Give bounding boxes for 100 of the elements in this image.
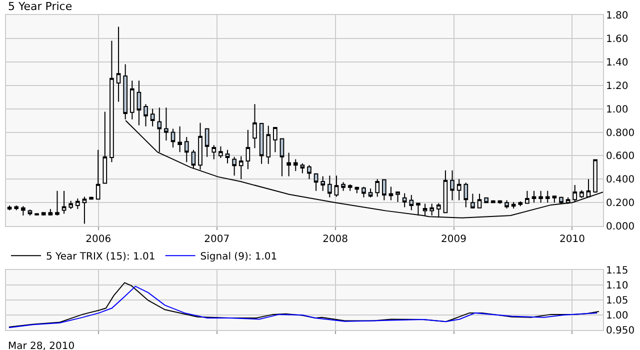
candlestick [21, 206, 26, 216]
candlestick [382, 179, 386, 201]
candlestick [341, 182, 346, 192]
candlestick [402, 192, 407, 208]
legend-label: 5 Year TRIX (15): 1.01 [46, 252, 156, 263]
x-tick-label: 2008 [322, 234, 348, 246]
candlestick [280, 138, 284, 177]
candlestick [552, 196, 557, 204]
candlestick [144, 104, 148, 127]
y-tick-label: 0.400 [606, 174, 635, 186]
y-tick-label: 0.200 [606, 198, 635, 210]
candlestick [130, 80, 134, 120]
candlestick [538, 190, 543, 204]
candlestick [450, 170, 454, 201]
candlestick [580, 190, 584, 198]
candlestick [225, 149, 230, 164]
candlestick [14, 205, 19, 211]
candlestick [191, 149, 196, 170]
y-tick-label: 0.950 [606, 326, 635, 336]
candlestick [68, 200, 74, 210]
x-tick-label: 2009 [441, 234, 466, 246]
candlestick [238, 156, 244, 180]
candlestick [218, 146, 223, 159]
candlestick [477, 193, 482, 208]
candlestick [75, 198, 80, 210]
y-tick-label: 1.40 [606, 57, 628, 68]
candlestick [354, 186, 360, 194]
candlestick [62, 190, 66, 214]
candlestick [55, 190, 60, 216]
y-tick-label: 1.15 [606, 266, 628, 277]
candlestick [422, 203, 428, 216]
text: Mar 28, 2010 [8, 341, 75, 350]
chart-title: 5 Year Price [8, 0, 72, 13]
candlestick [164, 107, 168, 141]
candlestick [470, 193, 475, 209]
candlestick [48, 208, 53, 216]
candlestick [96, 149, 100, 200]
candlestick [525, 190, 530, 204]
candlestick [314, 172, 318, 192]
candlestick [559, 196, 564, 204]
candlestick [593, 158, 598, 194]
candlestick [416, 202, 420, 216]
candlestick [110, 40, 114, 163]
candlestick [484, 197, 488, 204]
candlestick [246, 129, 250, 170]
candlestick [307, 164, 312, 180]
y-tick-label: 1.20 [606, 80, 628, 92]
candlestick [362, 186, 366, 198]
candlestick [518, 200, 523, 207]
candlestick [320, 176, 326, 192]
candlestick [300, 162, 305, 174]
candlestick [170, 128, 176, 148]
y-tick-label: 0.600 [606, 151, 635, 162]
candlestick [396, 190, 400, 203]
y-tick-label: 1.00 [606, 310, 628, 322]
y-tick-label: 1.80 [606, 10, 628, 22]
candlestick [328, 175, 332, 198]
candlestick [388, 186, 394, 201]
candlestick [430, 203, 434, 216]
candlestick [136, 80, 142, 126]
x-tick-label: 2006 [86, 234, 112, 246]
candlestick [178, 126, 182, 153]
y-tick-label: 0.000 [606, 222, 635, 233]
y-tick-label: 1.60 [606, 34, 628, 45]
candlestick [286, 152, 291, 177]
candlestick [511, 202, 516, 209]
candlestick [409, 194, 414, 211]
candlestick [293, 158, 298, 172]
candlestick [252, 104, 257, 149]
candlestick [212, 144, 216, 160]
candlestick [266, 125, 271, 164]
x-tick-label: 2010 [559, 234, 585, 246]
candlestick [545, 190, 550, 204]
x-tick-label: 2007 [204, 234, 230, 246]
candlestick [443, 170, 448, 214]
candlestick [572, 184, 578, 203]
candlestick [375, 178, 380, 198]
candlestick [116, 26, 121, 102]
y-tick-label: 0.800 [606, 128, 635, 139]
y-tick-label: 1.00 [606, 104, 628, 116]
candlestick [102, 111, 108, 184]
candlestick [368, 188, 373, 198]
candlestick [273, 126, 278, 153]
legend-label: Signal (9): 1.01 [200, 252, 278, 263]
candlestick [348, 184, 352, 192]
candlestick [456, 178, 462, 201]
candlestick [464, 182, 468, 208]
candlestick [41, 212, 46, 216]
candlestick [504, 200, 509, 209]
candlestick [184, 136, 189, 163]
candlestick [334, 175, 339, 198]
candlestick [34, 212, 39, 216]
candlestick [259, 122, 264, 164]
candlestick [232, 156, 236, 176]
candlestick [204, 128, 210, 158]
candlestick [532, 190, 536, 204]
y-tick-label: 1.10 [606, 280, 628, 292]
candlestick [586, 178, 591, 198]
y-tick-label: 1.05 [606, 296, 628, 307]
candlestick [150, 108, 155, 127]
